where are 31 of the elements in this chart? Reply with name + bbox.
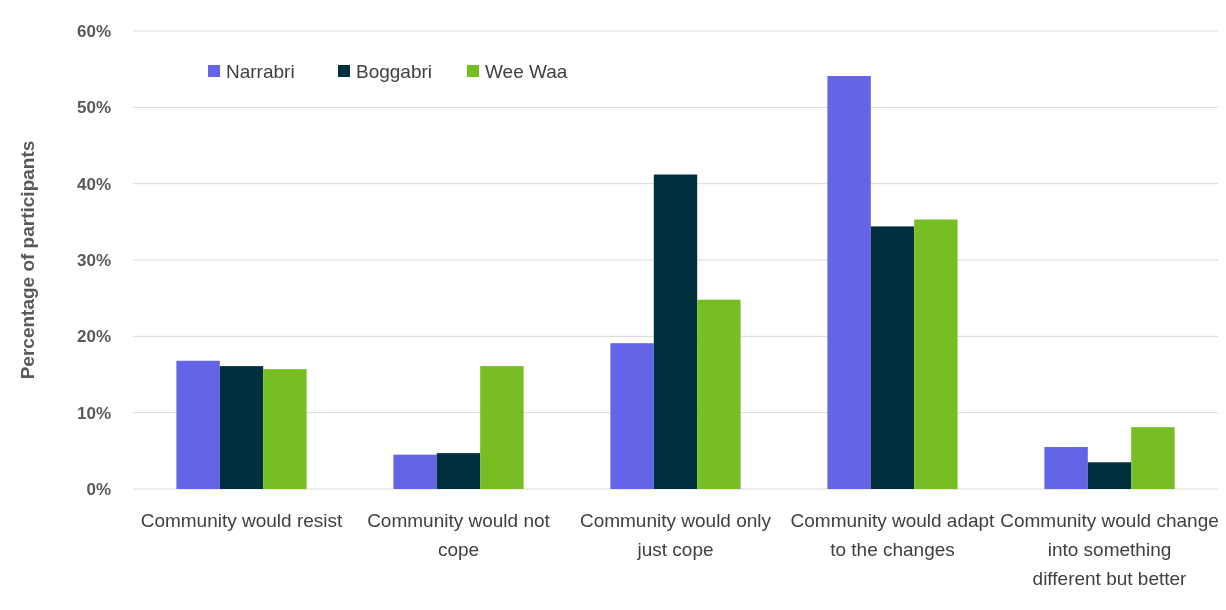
- y-tick-label: 10%: [76, 403, 111, 423]
- bar: [697, 299, 741, 489]
- legend-label: Boggabri: [356, 60, 433, 82]
- y-axis-title: Percentage of participants: [17, 140, 38, 380]
- y-tick-label: 20%: [76, 327, 111, 347]
- x-tick-label: Community would only just cope: [579, 510, 772, 560]
- bar: [610, 343, 654, 489]
- bar: [827, 76, 871, 489]
- bar: [1087, 462, 1132, 489]
- y-tick-label: 0%: [86, 479, 111, 499]
- bar: [393, 454, 437, 489]
- x-tick-label: Community would resist: [140, 510, 344, 531]
- bar: [1131, 427, 1175, 489]
- bar: [1044, 447, 1088, 489]
- bar: [436, 453, 481, 489]
- bar: [653, 174, 698, 489]
- legend-label: Wee Waa: [485, 60, 568, 82]
- y-tick-label: 40%: [76, 174, 111, 194]
- y-tick-label: 50%: [76, 98, 111, 118]
- y-tick-label: 60%: [76, 21, 111, 41]
- bar: [176, 360, 220, 489]
- bar: [870, 226, 915, 489]
- x-tick-label: Community would adapt to the changes: [790, 510, 996, 560]
- bar: [263, 369, 307, 489]
- x-tick-label: Community would not cope: [367, 510, 551, 560]
- bar: [219, 366, 264, 489]
- bar: [480, 366, 524, 489]
- x-tick-label: Community would change into something different but better: [1000, 510, 1219, 589]
- bar: [914, 219, 958, 489]
- y-tick-label: 30%: [76, 250, 111, 270]
- legend-label: Narrabri: [226, 60, 295, 82]
